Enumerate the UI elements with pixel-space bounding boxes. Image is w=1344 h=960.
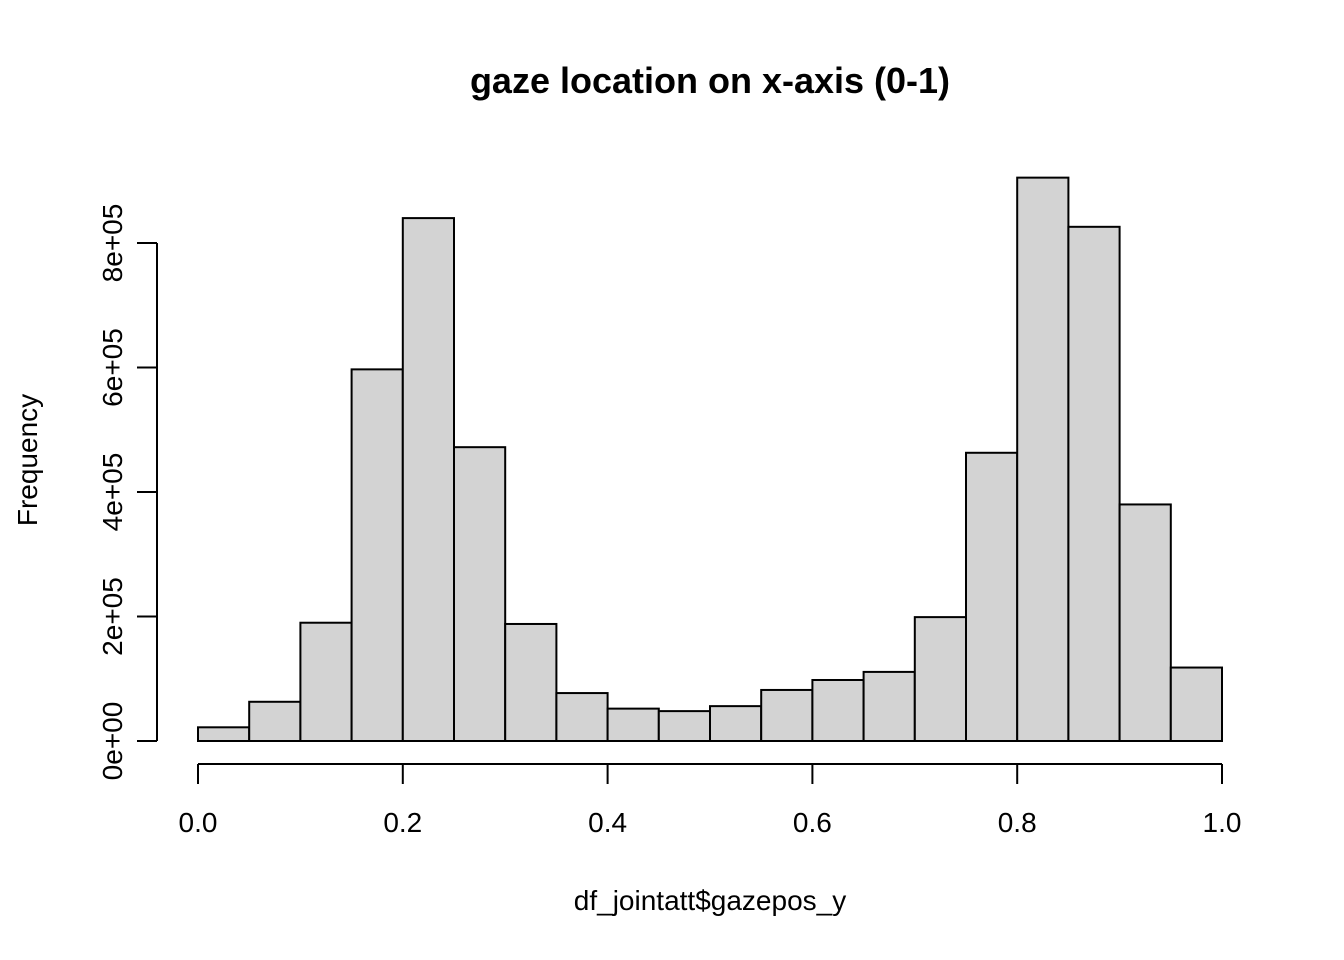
histogram-bar	[811, 678, 865, 742]
y-tick-label: 2e+05	[97, 577, 128, 656]
x-axis-label: df_jointatt$gazepos_y	[574, 885, 846, 916]
x-tick-label: 0.4	[588, 807, 627, 838]
histogram-bar	[197, 726, 251, 742]
histogram-bar	[913, 616, 967, 742]
x-tick-label: 0.8	[998, 807, 1037, 838]
x-tick-label: 0.0	[179, 807, 218, 838]
x-tick-label: 0.2	[383, 807, 422, 838]
histogram-bar	[965, 451, 1019, 742]
histogram-bar	[657, 710, 711, 742]
histogram-bar	[709, 705, 763, 743]
y-axis-label: Frequency	[12, 394, 43, 526]
histogram-bar	[299, 621, 353, 742]
histogram-bar	[760, 688, 814, 743]
bars-group	[197, 176, 1224, 743]
histogram-bar	[1169, 666, 1224, 742]
x-tick-label: 0.6	[793, 807, 832, 838]
chart-title: gaze location on x-axis (0-1)	[470, 60, 950, 101]
histogram-bar	[1016, 176, 1070, 742]
histogram-bar	[350, 368, 404, 742]
histogram-bar	[862, 670, 916, 743]
x-tick-label: 1.0	[1203, 807, 1242, 838]
histogram-bar	[555, 692, 609, 743]
histogram-bar	[453, 446, 507, 742]
histogram-bar	[504, 622, 558, 742]
histogram-bar	[248, 700, 302, 742]
histogram-bar	[401, 217, 455, 743]
x-axis: 0.0 0.2 0.4 0.6 0.8 1.0	[179, 763, 1242, 838]
histogram-bar	[1118, 503, 1172, 743]
histogram-bar	[606, 707, 660, 743]
y-tick-label: 0e+00	[97, 702, 128, 781]
y-axis: 0e+00 2e+05 4e+05 6e+05 8e+05	[97, 204, 158, 781]
histogram-bar	[1067, 225, 1121, 742]
y-tick-label: 6e+05	[97, 328, 128, 407]
y-tick-label: 8e+05	[97, 204, 128, 283]
y-tick-label: 4e+05	[97, 453, 128, 532]
